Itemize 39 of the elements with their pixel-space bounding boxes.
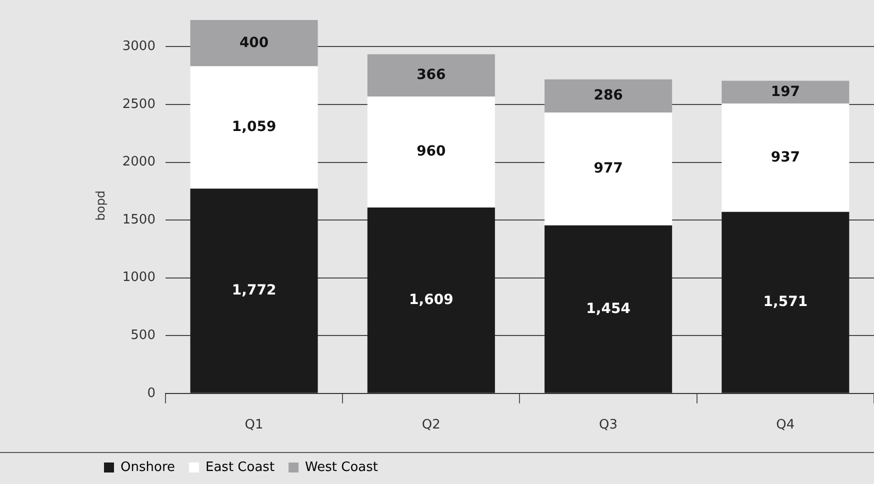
- data-label: 937: [770, 149, 800, 166]
- data-label: 1,454: [586, 300, 631, 317]
- bar: [367, 54, 495, 97]
- data-label: 1,609: [409, 292, 454, 308]
- bar: [544, 225, 672, 393]
- legend-label: West Coast: [305, 460, 378, 475]
- bar: [722, 104, 850, 212]
- data-label: 1,059: [232, 119, 276, 136]
- bar: [722, 212, 850, 393]
- x-tick-label: Q3: [599, 418, 618, 433]
- data-label: 286: [594, 88, 623, 104]
- y-tick-label: 1500: [122, 212, 156, 228]
- x-tick-label: Q2: [422, 418, 440, 433]
- x-tick-label: Q1: [244, 418, 264, 433]
- data-label: 366: [416, 66, 446, 83]
- bar: [544, 112, 672, 226]
- bar: [190, 188, 318, 393]
- legend-label: East Coast: [205, 460, 275, 475]
- bar: [190, 66, 318, 189]
- y-tick-label: 2000: [122, 154, 156, 170]
- data-label: 400: [239, 34, 269, 51]
- bar: [544, 79, 672, 112]
- bar: [722, 80, 850, 104]
- bar: [367, 207, 495, 393]
- y-tick-label: 0: [147, 386, 156, 401]
- x-tick-label: Q4: [776, 418, 795, 433]
- bar: [367, 96, 495, 208]
- bar: [190, 20, 318, 66]
- legend-label: Onshore: [120, 460, 175, 475]
- y-tick-label: 3000: [122, 39, 156, 54]
- y-tick-label: 500: [130, 328, 156, 343]
- data-label: 977: [594, 160, 623, 177]
- data-label: 1,772: [232, 282, 276, 298]
- data-label: 197: [770, 84, 800, 100]
- y-tick-label: 2500: [122, 96, 156, 112]
- y-tick-label: 1000: [122, 270, 156, 286]
- data-label: 1,571: [763, 294, 808, 310]
- y-axis-title: bopd: [93, 190, 108, 221]
- data-label: 960: [416, 144, 446, 160]
